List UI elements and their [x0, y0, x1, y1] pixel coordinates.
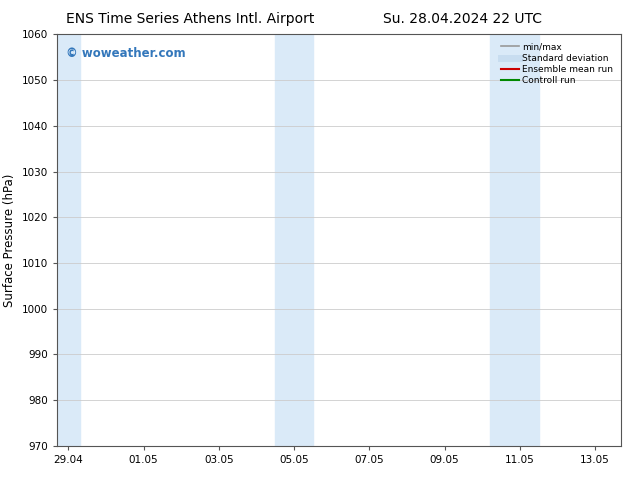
- Text: Su. 28.04.2024 22 UTC: Su. 28.04.2024 22 UTC: [384, 12, 542, 26]
- Bar: [57, 34, 80, 446]
- Y-axis label: Surface Pressure (hPa): Surface Pressure (hPa): [3, 173, 16, 307]
- Bar: [489, 34, 538, 446]
- Bar: [275, 34, 313, 446]
- Legend: min/max, Standard deviation, Ensemble mean run, Controll run: min/max, Standard deviation, Ensemble me…: [497, 39, 617, 89]
- Text: © woweather.com: © woweather.com: [65, 47, 185, 60]
- Text: ENS Time Series Athens Intl. Airport: ENS Time Series Athens Intl. Airport: [66, 12, 314, 26]
